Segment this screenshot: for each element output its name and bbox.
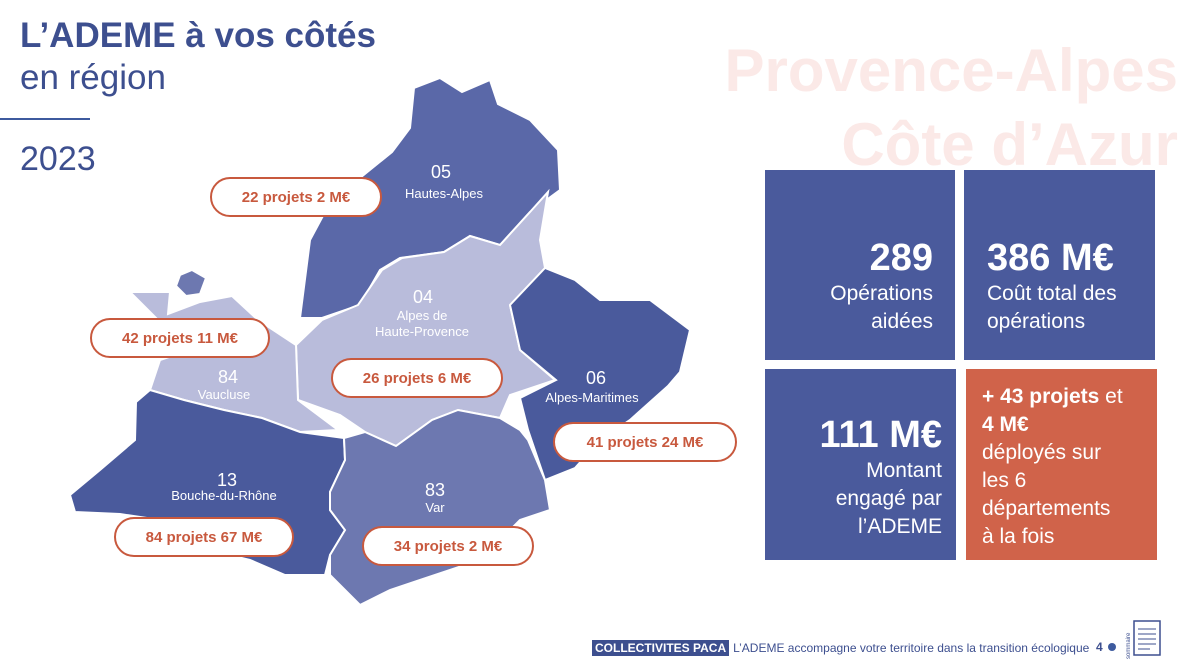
stat-operations-label-line1: Opérations xyxy=(830,282,933,305)
title-divider xyxy=(0,118,90,120)
stat-extra-line3: les 6 xyxy=(982,469,1027,492)
badge-dept-13: 84 projets 67 M€ xyxy=(114,517,294,557)
stat-operations-value: 289 xyxy=(869,237,933,279)
stat-extra-line5: à la fois xyxy=(982,525,1055,548)
stat-extra-bold2-line: 4 M€ xyxy=(982,411,1157,439)
footer: COLLECTIVITES PACA L’ADEME accompagne vo… xyxy=(592,640,1089,656)
summary-icon[interactable]: sommaire xyxy=(1124,617,1164,661)
stat-engaged-label-line3: l’ADEME xyxy=(857,515,942,538)
footer-text: L’ADEME accompagne votre territoire dans… xyxy=(733,641,1090,655)
stat-extra-card: + 43 projets et 4 M€ déployés sur les 6 … xyxy=(966,369,1157,560)
dept-05-name: Hautes-Alpes xyxy=(405,186,484,201)
year-label: 2023 xyxy=(20,140,96,178)
region-watermark: Provence-Alpes Côte d’Azur xyxy=(578,34,1178,182)
page-number: 4 xyxy=(1096,640,1103,654)
dept-04-name-line1: Alpes de xyxy=(397,308,448,323)
dept-83-number: 83 xyxy=(425,480,445,500)
dept-13-name: Bouche-du-Rhône xyxy=(171,488,277,503)
region-watermark-line1: Provence-Alpes xyxy=(724,37,1178,104)
stat-operations-card: 289 Opérations aidées xyxy=(765,170,955,360)
dept-06-name: Alpes-Maritimes xyxy=(545,390,639,405)
stat-engaged-label-line1: Montant xyxy=(866,459,942,482)
stat-extra-line1: + 43 projets et xyxy=(982,383,1157,411)
stat-extra-bold1: + 43 projets xyxy=(982,385,1100,408)
stat-engaged-label-line2: engagé par xyxy=(835,487,942,510)
stat-extra-bold2: 4 M€ xyxy=(982,413,1029,436)
badge-dept-84: 42 projets 11 M€ xyxy=(90,318,270,358)
page-subtitle: en région xyxy=(20,58,166,97)
dept-84-name: Vaucluse xyxy=(198,387,251,402)
dept-84-number: 84 xyxy=(218,367,238,387)
stat-engaged-value: 111 M€ xyxy=(819,414,942,456)
dept-04-number: 04 xyxy=(413,287,433,307)
dept-13-number: 13 xyxy=(217,470,237,490)
stat-cost-label-line2: opérations xyxy=(987,310,1086,333)
footer-tag: COLLECTIVITES PACA xyxy=(592,640,730,656)
badge-dept-05: 22 projets 2 M€ xyxy=(210,177,382,217)
badge-dept-06: 41 projets 24 M€ xyxy=(553,422,737,462)
dept-83-name: Var xyxy=(425,500,445,515)
stat-cost-value: 386 M€ xyxy=(987,237,1114,279)
dept-05-number: 05 xyxy=(431,162,451,182)
page-title: L’ADEME à vos côtés xyxy=(20,16,376,55)
dept-04-name-line2: Haute-Provence xyxy=(375,324,469,339)
stat-operations-label-line2: aidées xyxy=(871,310,933,333)
region-watermark-line2: Côte d’Azur xyxy=(841,111,1178,178)
stat-cost-card: 386 M€ Coût total des opérations xyxy=(964,170,1155,360)
dept-84-enclave[interactable] xyxy=(174,268,208,298)
page-dot-icon xyxy=(1108,643,1116,651)
stat-extra-line2: déployés sur xyxy=(982,441,1102,464)
stat-cost-label-line1: Coût total des xyxy=(987,282,1117,305)
badge-dept-04: 26 projets 6 M€ xyxy=(331,358,503,398)
stat-extra-line4: départements xyxy=(982,497,1111,520)
stat-engaged-card: 111 M€ Montant engagé par l’ADEME xyxy=(765,369,956,560)
summary-label: sommaire xyxy=(1126,632,1132,659)
stat-extra-text1: et xyxy=(1099,385,1123,408)
badge-dept-83: 34 projets 2 M€ xyxy=(362,526,534,566)
dept-06-number: 06 xyxy=(586,368,606,388)
